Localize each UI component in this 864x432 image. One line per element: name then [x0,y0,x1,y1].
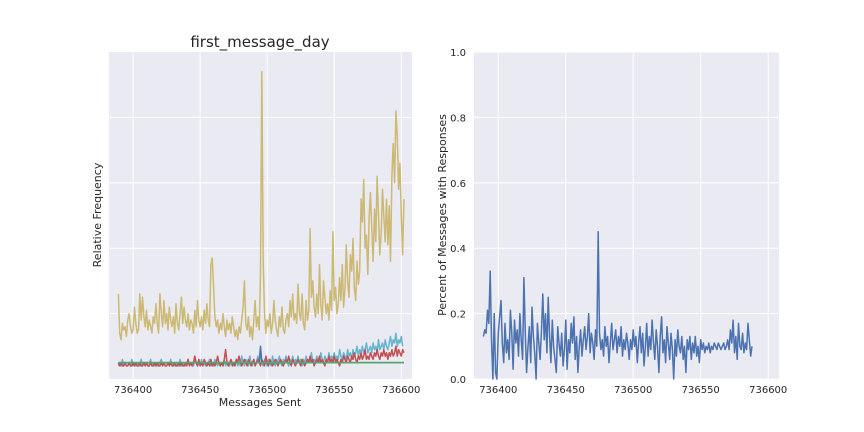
right-series-lines [482,231,753,380]
right-y-tick-label: 0.0 [450,375,466,386]
right-x-tick-labels: 736400 736450 736500 736550 736600 [479,385,787,396]
left-gridlines [109,52,412,379]
left-x-tick-label: 736600 [382,385,420,396]
right-y-tick-label: 0.8 [450,113,466,124]
left-x-tick-label: 736400 [114,385,152,396]
left-x-tick-label: 736550 [315,385,353,396]
right-y-tick-label: 1.0 [450,48,466,59]
right-x-tick-label: 736600 [749,385,787,396]
right-y-tick-label: 0.4 [450,244,466,255]
right-x-tick-label: 736500 [614,385,652,396]
right-x-tick-label: 736550 [682,385,720,396]
right-series-line-0 [482,231,753,380]
right-y-tick-labels: 0.0 0.2 0.4 0.6 0.8 1.0 [450,48,466,386]
left-x-tick-label: 736450 [181,385,219,396]
left-x-axis-label: Messages Sent [219,396,302,409]
right-y-tick-label: 0.6 [450,179,466,190]
right-y-axis-label: Percent of Messages with Responses [436,114,449,316]
right-y-tick-label: 0.2 [450,310,466,321]
left-subplot: 736400 736450 736500 736550 736600 first_mes… [91,33,420,409]
right-subplot: 736400 736450 736500 736550 736600 0.0 0.2 0.4… [436,48,787,396]
left-series-lines [117,70,405,367]
left-chart-title: first_message_day [190,33,329,52]
left-x-tick-labels: 736400 736450 736500 736550 736600 [114,385,420,396]
left-x-tick-label: 736500 [248,385,286,396]
left-series-line-0 [117,70,405,341]
right-x-tick-label: 736450 [547,385,585,396]
right-x-tick-label: 736400 [479,385,517,396]
left-y-axis-label: Relative Frequency [91,162,104,267]
